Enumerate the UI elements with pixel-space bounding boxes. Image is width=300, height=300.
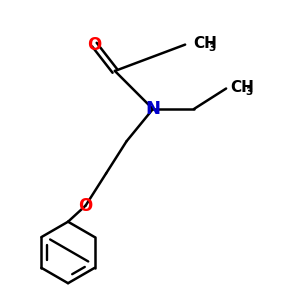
Text: O: O xyxy=(87,36,101,54)
Text: CH: CH xyxy=(230,80,254,94)
Text: 3: 3 xyxy=(246,87,253,97)
Text: 3: 3 xyxy=(208,44,216,53)
Text: N: N xyxy=(146,100,160,118)
Text: O: O xyxy=(79,196,93,214)
Text: CH: CH xyxy=(193,36,217,51)
